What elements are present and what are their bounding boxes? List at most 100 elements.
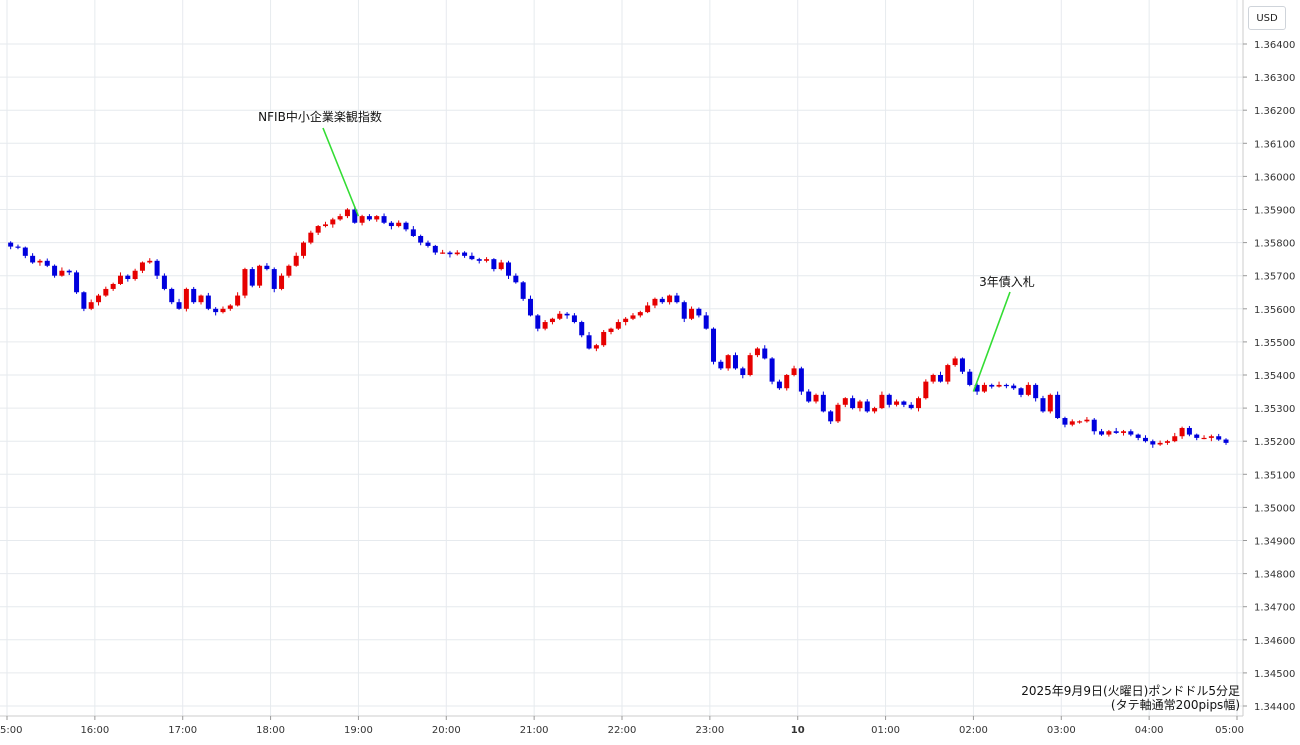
candle-body	[527, 298, 533, 316]
annotations: NFIB中小企業楽観指数 3年債入札	[258, 109, 1035, 392]
currency-button[interactable]: USD	[1248, 6, 1286, 30]
candle-body	[1194, 434, 1200, 438]
candle-body	[15, 246, 21, 248]
candle-body	[593, 345, 599, 349]
candle-body	[1062, 418, 1068, 425]
time-tick-label: 20:00	[432, 725, 461, 736]
candle-body	[432, 245, 438, 253]
candle-body	[59, 270, 65, 276]
candle-body	[513, 275, 519, 283]
candle-body	[454, 252, 460, 255]
candle-body	[81, 292, 87, 309]
candle-body	[850, 398, 856, 409]
candle-body	[1128, 431, 1134, 435]
candle-body	[747, 355, 753, 375]
price-tick-label: 1.35000	[1254, 503, 1295, 514]
candle-body	[762, 348, 768, 359]
candle-body	[498, 262, 504, 270]
price-tick-label: 1.34700	[1254, 603, 1295, 614]
candle-body	[315, 226, 321, 233]
candle-body	[930, 375, 936, 382]
price-tick-label: 1.34600	[1254, 636, 1295, 647]
candle-body	[96, 295, 102, 303]
time-tick-label: 19:00	[344, 725, 373, 736]
candle-body	[176, 302, 182, 309]
candle-body	[242, 269, 248, 296]
price-tick-label: 1.36000	[1254, 172, 1295, 183]
candle-body	[630, 315, 636, 319]
candle-body	[842, 398, 848, 405]
candle-body	[923, 381, 929, 399]
time-tick-label: 18:00	[256, 725, 285, 736]
candle-body	[66, 270, 72, 273]
price-axis[interactable]: 1.36400 1.36300 1.36200 1.36100 1.36000 1.359…	[1243, 40, 1295, 713]
price-tick-label: 1.34400	[1254, 702, 1295, 713]
candle-body	[264, 265, 270, 270]
candle-body	[557, 313, 563, 319]
candle-body	[88, 302, 94, 309]
candle-body	[974, 384, 980, 392]
time-tick-label: 17:00	[168, 725, 197, 736]
candle-body	[1157, 442, 1163, 445]
candle-body	[1223, 439, 1229, 443]
time-tick-label: 03:00	[1047, 725, 1076, 736]
candle-body	[894, 401, 900, 405]
time-tick-label: 04:00	[1135, 725, 1164, 736]
price-tick-label: 1.35400	[1254, 371, 1295, 382]
candle-body	[117, 275, 123, 284]
candle-body	[308, 232, 314, 243]
candle-body	[8, 242, 14, 247]
price-tick-label: 1.34900	[1254, 537, 1295, 548]
candle-body	[872, 408, 878, 412]
time-axis[interactable]: 5:00 16:00 17:00 18:00 19:00 20:00 21:00 22:00 2…	[0, 716, 1244, 736]
time-tick-label: 01:00	[871, 725, 900, 736]
annotation-pointer	[972, 291, 1011, 392]
candle-body	[725, 355, 731, 369]
candle-body	[235, 295, 241, 306]
candle-body	[381, 216, 387, 223]
candle-body	[542, 322, 548, 329]
candle-body	[769, 358, 775, 382]
candle-body	[227, 305, 233, 309]
candle-body	[161, 275, 167, 289]
candle-body	[1091, 419, 1097, 432]
candle-body	[886, 394, 892, 405]
candle-body	[652, 298, 658, 306]
price-tick-label: 1.35800	[1254, 239, 1295, 250]
candle-body	[147, 260, 153, 263]
candle-body	[220, 308, 226, 313]
candle-body	[1047, 394, 1053, 412]
candle-body	[864, 401, 870, 412]
candle-body	[154, 260, 160, 276]
candle-body	[1113, 431, 1119, 433]
price-tick-label: 1.35300	[1254, 404, 1295, 415]
candle-body	[1003, 384, 1009, 387]
candle-body	[301, 242, 307, 256]
price-tick-label: 1.36100	[1254, 139, 1295, 150]
candle-body	[388, 222, 394, 227]
candle-body	[549, 318, 555, 323]
price-tick-label: 1.36300	[1254, 73, 1295, 84]
candle-body	[1106, 431, 1112, 435]
annotation-label: NFIB中小企業楽観指数	[258, 109, 382, 124]
candle-body	[908, 404, 914, 409]
candle-body	[183, 288, 189, 309]
candle-body	[615, 322, 621, 329]
candle-body	[1069, 421, 1075, 425]
candle-body	[271, 269, 277, 289]
candle-body	[249, 269, 255, 286]
candle-body	[1179, 427, 1185, 437]
candle-body	[776, 381, 782, 389]
candle-body	[689, 308, 695, 319]
candle-body	[359, 216, 365, 223]
candle-body	[681, 302, 687, 319]
candle-body	[732, 355, 738, 369]
candle-body	[462, 252, 468, 256]
candle-body	[169, 288, 175, 303]
caption-line: (タテ軸通常200pips幅)	[1111, 697, 1240, 712]
candle-body	[981, 384, 987, 392]
candle-body	[279, 275, 285, 289]
candle-body	[198, 295, 204, 303]
candle-body	[959, 358, 965, 372]
candle-body	[1164, 441, 1170, 443]
